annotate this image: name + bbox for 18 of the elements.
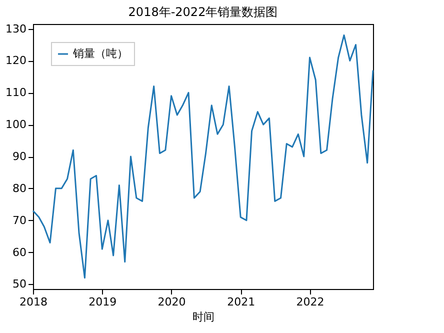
y-tick-label: 60 (12, 246, 26, 259)
line-series (32, 34, 374, 279)
y-tick-label: 90 (12, 150, 26, 163)
y-tick-label: 50 (12, 278, 26, 291)
y-tick-label: 70 (12, 214, 26, 227)
x-axis-title: 时间 (192, 310, 214, 324)
x-tick-label: 2022 (296, 296, 324, 308)
y-tick-label: 130 (6, 22, 26, 36)
y-tick-label: 110 (6, 86, 26, 100)
y-tick-label: 80 (12, 182, 26, 195)
x-tick-label: 2019 (88, 296, 117, 308)
x-tick-label: 2021 (227, 296, 256, 308)
x-tick-label: 2020 (158, 296, 186, 308)
legend-label: 销量（吨） (72, 47, 128, 60)
x-tick-label: 2018 (20, 296, 48, 308)
y-tick-label: 120 (6, 54, 26, 68)
chart-title: 2018年-2022年销量数据图 (128, 4, 278, 19)
y-tick-label: 100 (6, 118, 26, 132)
